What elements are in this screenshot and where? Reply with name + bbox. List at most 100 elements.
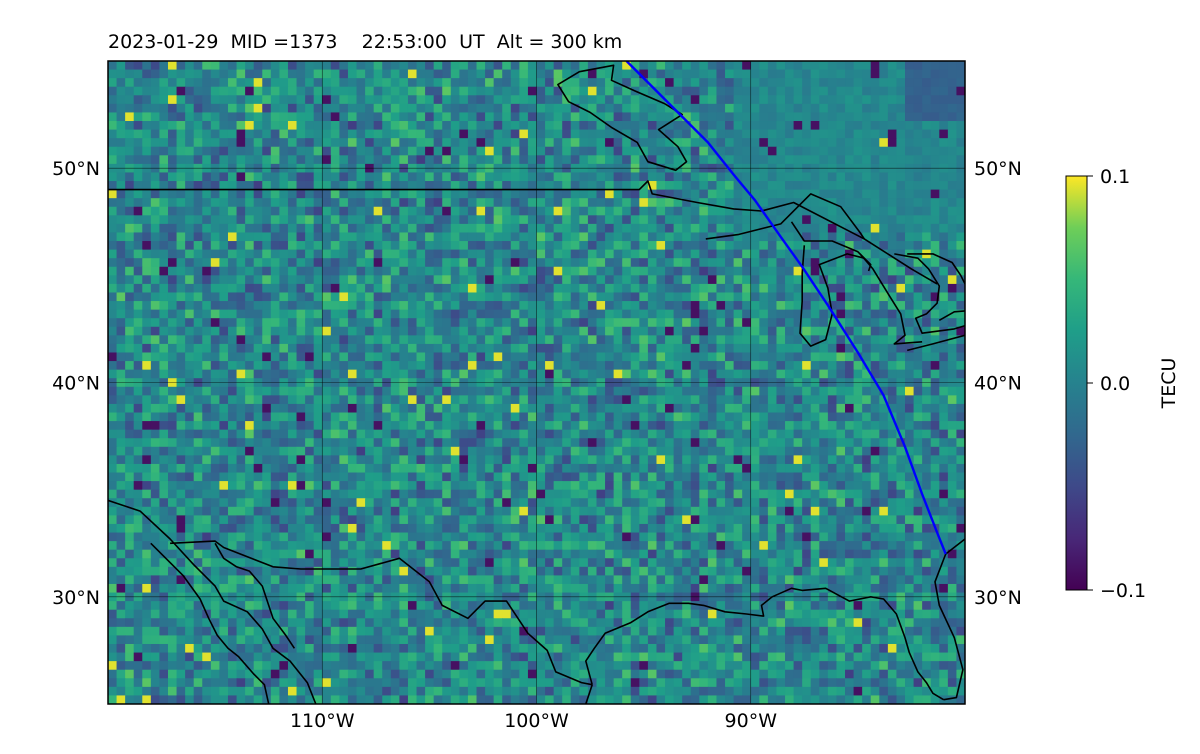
heatmap-cell — [613, 241, 623, 251]
heatmap-cell — [836, 223, 846, 234]
heatmap-cell — [579, 121, 589, 131]
heatmap-cell — [913, 112, 923, 122]
heatmap-cell — [819, 78, 829, 88]
heatmap-cell — [270, 309, 280, 319]
heatmap-cell — [382, 86, 392, 96]
heatmap-cell — [399, 301, 409, 311]
heatmap-cell — [716, 223, 726, 234]
heatmap-cell — [793, 189, 803, 199]
heatmap-cell — [947, 215, 958, 225]
heatmap-cell — [365, 181, 375, 191]
heatmap-cell — [570, 95, 580, 105]
heatmap-cell — [639, 95, 649, 105]
heatmap-cell — [742, 455, 752, 465]
heatmap-cell — [673, 241, 683, 251]
heatmap-cell — [553, 343, 563, 354]
heatmap-cell — [553, 335, 563, 345]
heatmap-cell — [553, 361, 563, 371]
heatmap-cell — [159, 189, 169, 199]
heatmap-cell — [587, 86, 598, 96]
heatmap-cell — [682, 481, 692, 491]
heatmap-cell — [639, 275, 649, 285]
heatmap-cell — [913, 309, 923, 319]
heatmap-cell — [956, 146, 965, 156]
heatmap-cell — [287, 352, 298, 362]
heatmap-cell — [802, 446, 812, 456]
heatmap-cell — [313, 446, 323, 456]
heatmap-cell — [587, 249, 598, 259]
heatmap-cell — [108, 283, 118, 294]
heatmap-cell — [647, 438, 658, 448]
heatmap-cell — [313, 369, 323, 379]
heatmap-cell — [270, 395, 280, 405]
heatmap-cell — [853, 421, 863, 431]
heatmap-cell — [356, 69, 366, 79]
heatmap-cell — [725, 86, 735, 96]
heatmap-cell — [202, 438, 212, 448]
heatmap-cell — [630, 301, 640, 311]
heatmap-cell — [776, 309, 786, 319]
heatmap-cell — [587, 215, 598, 225]
heatmap-cell — [613, 258, 623, 268]
heatmap-cell — [596, 198, 606, 208]
heatmap-cell — [459, 455, 469, 465]
heatmap-cell — [922, 326, 932, 336]
heatmap-cell — [510, 318, 520, 328]
heatmap-cell — [630, 95, 640, 105]
heatmap-cell — [150, 223, 161, 234]
heatmap-cell — [356, 455, 366, 465]
heatmap-cell — [673, 283, 683, 294]
heatmap-cell — [810, 446, 820, 456]
heatmap-cell — [467, 352, 478, 362]
heatmap-cell — [639, 318, 649, 328]
heatmap-cell — [433, 481, 443, 491]
heatmap-cell — [142, 249, 152, 259]
heatmap-cell — [536, 146, 546, 156]
heatmap-cell — [879, 301, 889, 311]
heatmap-cell — [596, 258, 606, 268]
heatmap-cell — [245, 481, 255, 491]
heatmap-cell — [630, 352, 640, 362]
heatmap-cell — [476, 215, 486, 225]
heatmap-cell — [193, 215, 203, 225]
heatmap-cell — [125, 223, 135, 234]
heatmap-cell — [733, 103, 743, 114]
heatmap-cell — [879, 61, 889, 71]
heatmap-cell — [956, 455, 965, 465]
heatmap-cell — [493, 352, 503, 362]
heatmap-cell — [245, 446, 255, 456]
heatmap-cell — [759, 326, 769, 336]
heatmap-cell — [133, 78, 143, 88]
heatmap-cell — [510, 403, 520, 414]
heatmap-cell — [407, 395, 418, 405]
heatmap-cell — [287, 301, 298, 311]
heatmap-cell — [313, 421, 323, 431]
heatmap-cell — [399, 335, 409, 345]
heatmap-cell — [793, 283, 803, 294]
heatmap-cell — [253, 386, 263, 396]
heatmap-cell — [810, 138, 820, 148]
heatmap-cell — [167, 412, 178, 422]
heatmap-cell — [176, 206, 186, 216]
heatmap-cell — [896, 215, 906, 225]
heatmap-cell — [536, 206, 546, 216]
heatmap-cell — [425, 258, 435, 268]
heatmap-cell — [450, 206, 460, 216]
heatmap-cell — [502, 232, 512, 242]
heatmap-cell — [245, 241, 255, 251]
heatmap-cell — [313, 86, 323, 96]
heatmap-cell — [725, 232, 735, 242]
heatmap-cell — [296, 283, 306, 294]
heatmap-cell — [647, 112, 658, 122]
heatmap-cell — [887, 223, 898, 234]
heatmap-cell — [725, 69, 735, 79]
heatmap-cell — [356, 198, 366, 208]
heatmap-cell — [587, 301, 598, 311]
heatmap-cell — [142, 146, 152, 156]
heatmap-cell — [253, 103, 263, 114]
heatmap-cell — [887, 103, 898, 114]
heatmap-cell — [125, 343, 135, 354]
heatmap-cell — [767, 215, 778, 225]
heatmap-cell — [262, 206, 272, 216]
heatmap-cell — [665, 86, 675, 96]
